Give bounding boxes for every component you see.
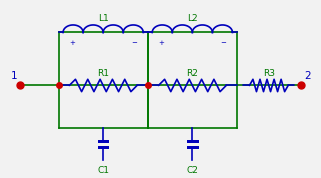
Text: −: − — [131, 40, 137, 46]
Text: R1: R1 — [97, 69, 109, 78]
Text: R2: R2 — [187, 69, 198, 78]
Text: +: + — [69, 40, 75, 46]
Text: 1: 1 — [11, 72, 18, 82]
Text: R3: R3 — [263, 69, 275, 78]
Text: L2: L2 — [187, 14, 198, 23]
Text: +: + — [158, 40, 164, 46]
Text: L1: L1 — [98, 14, 108, 23]
Text: C2: C2 — [187, 166, 198, 175]
Text: C1: C1 — [97, 166, 109, 175]
Text: 2: 2 — [304, 72, 311, 82]
Text: −: − — [221, 40, 227, 46]
